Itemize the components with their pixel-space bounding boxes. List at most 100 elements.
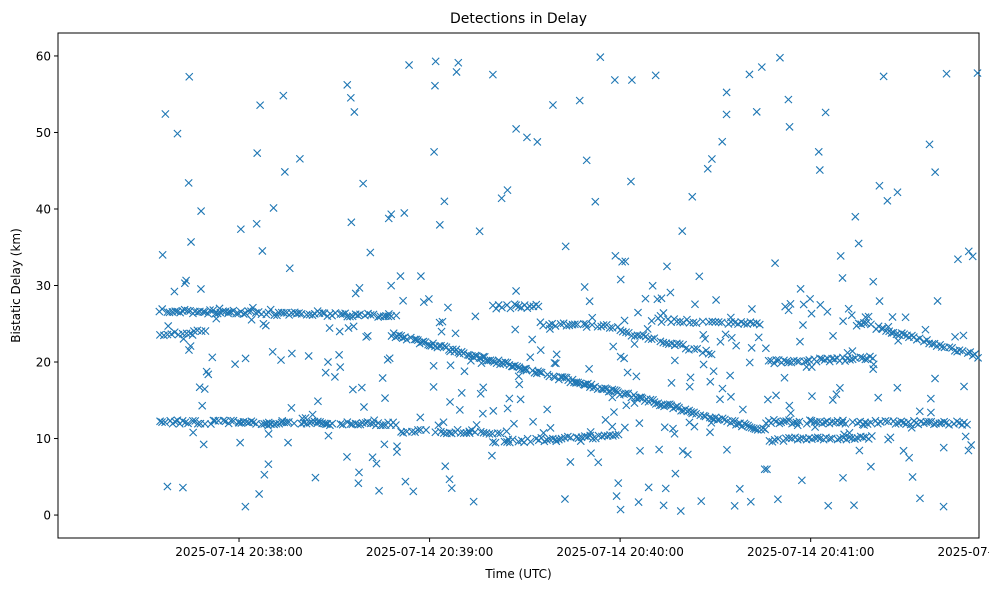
detection-point [676,507,685,516]
x-tick-label: 2025-07-14 20:41:00 [747,545,874,559]
detection-point [757,63,766,72]
detection-point [630,340,639,348]
detection-point [894,336,903,345]
detection-point [430,81,439,90]
detection-point [224,307,233,316]
detection-point [780,356,788,365]
detection-point [727,333,736,342]
detection-point [164,322,173,331]
detection-point [419,337,428,346]
detection-point [848,418,857,427]
detection-point [848,347,857,356]
detection-point [845,355,854,364]
detection-point [845,428,854,437]
detection-point [266,305,275,314]
detection-point [510,300,519,309]
detection-point [630,399,639,408]
detection-point [392,311,401,320]
detection-point [537,368,546,377]
detection-point [690,345,699,354]
detection-point [158,305,167,314]
detection-point [198,401,207,410]
detection-point [893,188,902,197]
detection-point [171,417,180,426]
detection-point [359,179,368,188]
detection-point [785,122,794,131]
detection-point [762,465,771,474]
y-tick-label: 20 [36,356,51,370]
y-tick-label: 60 [36,49,51,63]
detection-point [614,430,623,439]
detection-point [351,289,360,298]
detection-point [818,419,827,428]
detection-point [683,450,692,459]
detection-point [335,350,344,359]
detection-point [200,419,209,428]
detection-point [672,317,681,326]
detection-point [836,251,845,260]
detection-point [488,438,497,447]
detection-point [211,416,220,425]
detection-point [612,492,621,501]
detection-point [457,388,466,397]
detection-point [396,272,405,281]
detection-point [316,418,325,426]
detection-point [535,368,544,377]
detection-point [861,313,870,322]
detection-point [501,358,510,367]
detection-point [488,70,497,79]
detection-point [457,347,466,356]
detection-point [358,418,367,427]
y-tick-label: 0 [43,509,51,523]
detection-point [699,330,708,339]
detection-point [347,218,356,227]
detection-point [805,416,814,425]
detection-point [511,325,520,334]
detection-point [472,420,481,429]
detection-point [399,296,408,305]
detection-point [330,372,339,381]
detection-point [795,337,804,346]
detection-point [884,435,893,444]
detection-point [560,495,569,504]
detection-point [829,331,838,340]
detection-point [363,331,372,340]
detection-point [295,309,304,318]
detection-point [708,317,717,326]
detection-point [641,294,650,303]
detection-point [605,323,614,332]
detection-point [718,414,727,423]
detection-point [566,457,575,466]
detection-point [552,437,561,446]
detection-point [522,366,531,375]
detection-point [780,373,789,382]
detection-point [926,408,935,417]
detection-point [343,80,352,89]
detection-point [843,348,852,357]
detection-point [697,497,706,506]
x-axis-label: Time (UTC) [484,567,551,581]
detection-point [721,330,730,339]
detection-point [634,308,642,317]
detection-point [443,303,452,312]
detection-point [839,317,848,326]
detection-point [479,383,488,392]
detection-point [189,428,198,437]
detection-point [406,333,415,342]
detection-point [887,328,896,337]
detection-point [671,341,679,350]
detection-point [967,441,976,450]
detection-point [184,178,193,187]
detection-point [847,311,856,320]
detection-point [338,420,347,429]
detection-point [670,356,679,365]
detection-point [248,303,257,312]
detection-point [588,320,597,329]
detection-point [716,337,725,346]
detection-point [429,361,438,370]
detection-point [915,494,924,503]
detection-point [161,110,170,118]
detection-point [349,322,358,331]
detection-point [561,242,570,251]
detection-point [455,405,464,414]
